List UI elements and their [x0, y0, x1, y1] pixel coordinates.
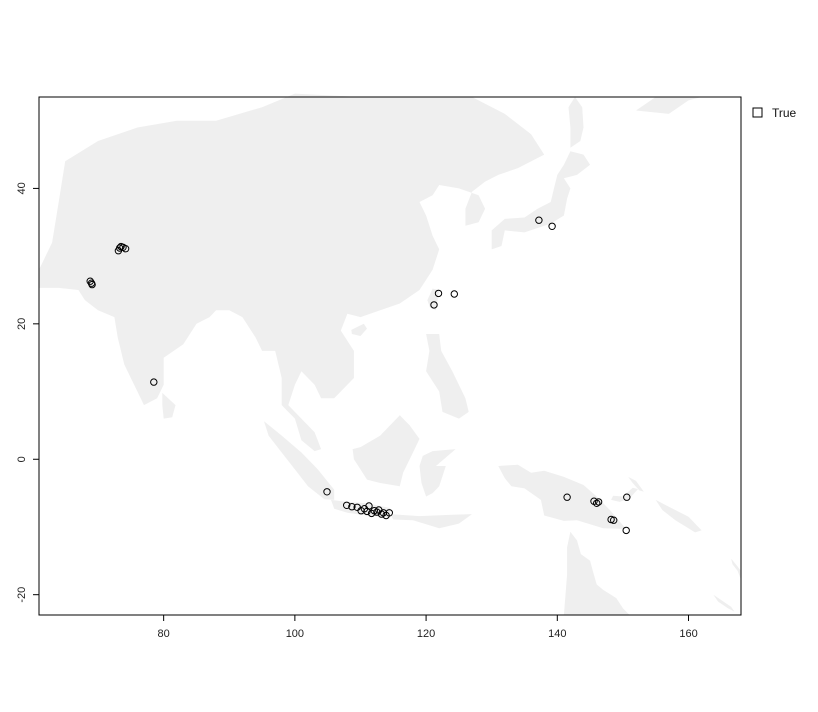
occurrence-points	[86, 216, 631, 535]
data-point	[593, 499, 601, 507]
data-point	[622, 526, 630, 535]
legend-key-true	[752, 107, 763, 118]
data-point	[121, 245, 130, 253]
landmass-australia-ne-tip	[563, 531, 630, 615]
x-tick-label: 80	[158, 628, 170, 640]
landmass-borneo	[352, 415, 420, 487]
landmass-kamchatka-lower	[636, 97, 702, 114]
data-point	[377, 510, 386, 518]
landmass-asia-mainland	[39, 93, 545, 452]
y-tick-label: 40	[16, 182, 28, 194]
plot-frame	[38, 96, 742, 616]
data-point	[430, 301, 438, 309]
landmass-new-guinea	[498, 464, 627, 529]
y-tick-label: -20	[16, 587, 28, 603]
x-tick-label: 100	[286, 628, 304, 640]
data-point	[610, 516, 618, 524]
data-point	[594, 498, 603, 506]
data-point	[450, 290, 458, 298]
landmass-sumatra	[264, 421, 335, 500]
y-tick-label: 0	[16, 456, 28, 462]
y-axis: -20 0 20 40	[16, 182, 39, 603]
data-point	[348, 503, 356, 511]
data-point	[563, 493, 571, 501]
landmass-lesser-sunda	[390, 514, 472, 529]
landmass-philippines	[426, 334, 469, 419]
data-point	[623, 493, 631, 501]
x-tick-label: 120	[417, 628, 435, 640]
data-point	[150, 378, 158, 386]
landmass-sulawesi	[419, 449, 456, 497]
landmass-new-ireland	[628, 476, 644, 492]
landmass-sri-lanka	[162, 392, 176, 419]
x-axis: 80 100 120 140 160	[158, 615, 698, 640]
landmass-sakhalin	[568, 97, 584, 148]
landmass-taiwan	[427, 288, 440, 311]
legend-label-true: True	[772, 106, 797, 120]
data-point	[548, 222, 556, 231]
data-point	[343, 501, 351, 509]
landmass-new-caledonia	[713, 594, 735, 612]
y-tick-label: 20	[16, 318, 28, 330]
landmass-hainan	[351, 323, 367, 336]
landmass-vanuatu	[731, 558, 741, 580]
landmass-new-britain	[611, 487, 638, 502]
legend: True	[752, 106, 797, 120]
data-point	[434, 289, 443, 298]
x-tick-label: 140	[548, 628, 566, 640]
data-point	[535, 216, 543, 224]
data-point	[323, 488, 331, 496]
landmass-solomons	[655, 499, 702, 533]
data-point	[365, 502, 373, 510]
landmass-japan	[491, 151, 591, 250]
land-basemap	[39, 93, 741, 615]
data-point	[385, 509, 393, 517]
data-point	[88, 280, 96, 289]
x-tick-label: 160	[679, 628, 697, 640]
